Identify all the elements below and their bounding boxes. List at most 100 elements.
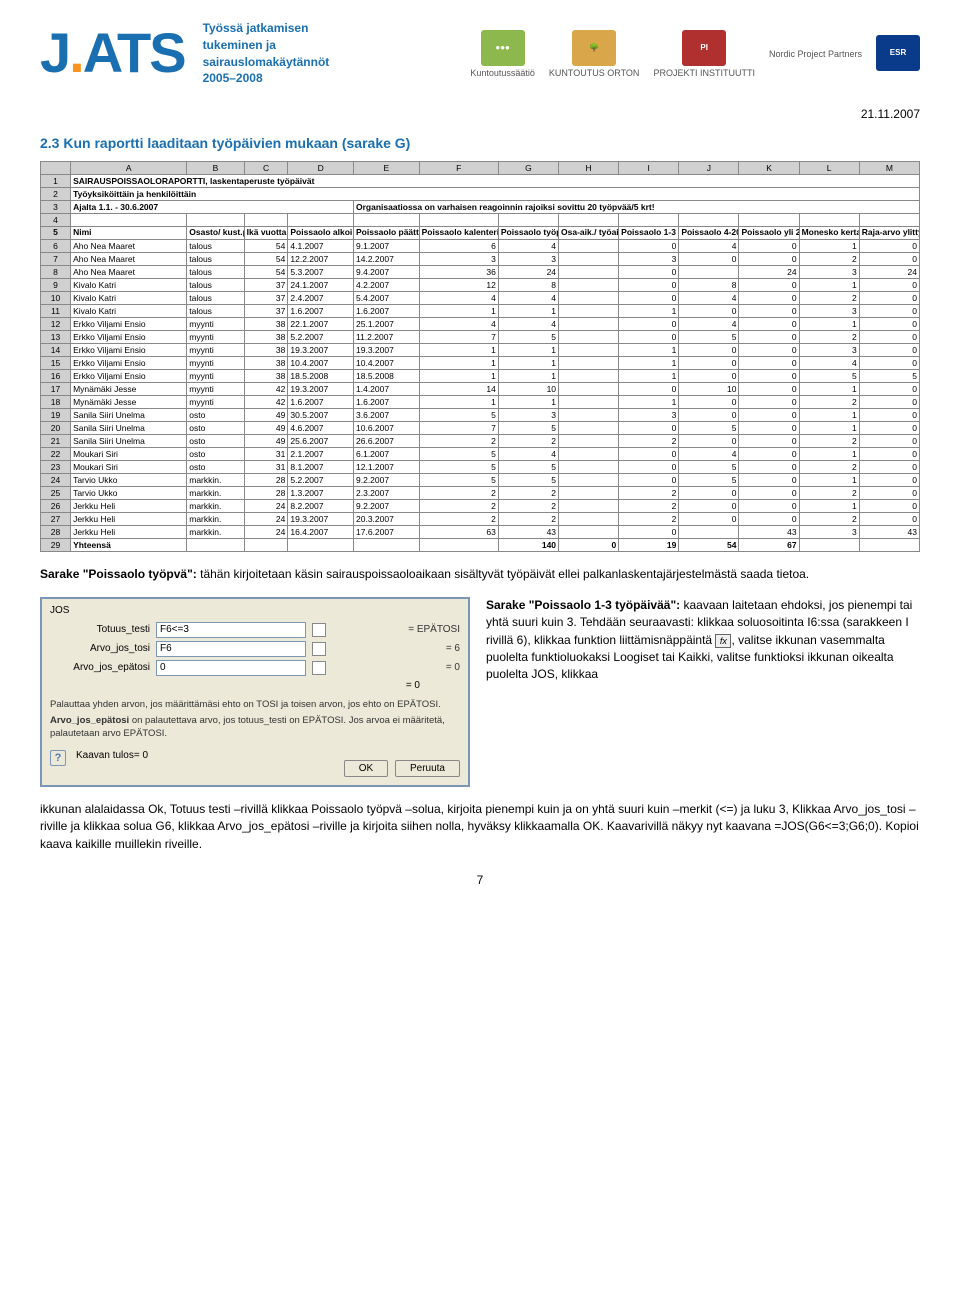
table-cell: 0 bbox=[679, 408, 739, 421]
table-cell bbox=[559, 330, 619, 343]
table-cell: 0 bbox=[859, 421, 919, 434]
table-cell: 7 bbox=[419, 330, 498, 343]
column-letter: E bbox=[354, 162, 420, 175]
cancel-button[interactable]: Peruuta bbox=[395, 760, 460, 777]
table-cell: 1 bbox=[419, 343, 498, 356]
table-cell bbox=[559, 252, 619, 265]
total-cell bbox=[419, 538, 498, 551]
table-cell: 1 bbox=[799, 317, 859, 330]
dialog-mid-result: = 0 bbox=[50, 680, 420, 691]
table-cell: 43 bbox=[859, 525, 919, 538]
row-number: 13 bbox=[41, 330, 71, 343]
table-cell bbox=[559, 304, 619, 317]
table-cell: 9.2.2007 bbox=[354, 499, 420, 512]
table-cell: 2 bbox=[799, 512, 859, 525]
table-cell: 0 bbox=[739, 408, 799, 421]
table-cell bbox=[559, 356, 619, 369]
table-cell bbox=[559, 395, 619, 408]
table-cell: 49 bbox=[244, 421, 288, 434]
column-letter: D bbox=[288, 162, 354, 175]
table-cell: 0 bbox=[619, 382, 679, 395]
table-cell: 0 bbox=[859, 434, 919, 447]
table-cell: 4 bbox=[498, 291, 558, 304]
table-cell: 5.3.2007 bbox=[288, 265, 354, 278]
table-cell: 2 bbox=[498, 499, 558, 512]
table-cell: 24 bbox=[244, 525, 288, 538]
column-header: Poissaolo yli 20 työ-päivää bbox=[739, 227, 799, 239]
table-cell: 9.2.2007 bbox=[354, 473, 420, 486]
column-header: Poissaolo kalenteripvä bbox=[419, 227, 498, 239]
table-row: 11Kivalo Katritalous371.6.20071.6.200711… bbox=[41, 304, 920, 317]
table-cell: 0 bbox=[859, 239, 919, 252]
table-cell: 14 bbox=[419, 382, 498, 395]
table-row: 23Moukari Siriosto318.1.200712.1.2007550… bbox=[41, 460, 920, 473]
table-cell: 1.6.2007 bbox=[354, 304, 420, 317]
table-cell: 3 bbox=[619, 252, 679, 265]
arvo-jos-epatosi-input[interactable] bbox=[156, 660, 306, 676]
table-cell: 1 bbox=[419, 356, 498, 369]
row-number: 9 bbox=[41, 278, 71, 291]
table-cell: 4 bbox=[679, 291, 739, 304]
partner-logo: 🌳KUNTOUTUS ORTON bbox=[549, 30, 640, 78]
subtitle-line: sairauslomakäytännöt bbox=[203, 54, 330, 71]
document-date: 21.11.2007 bbox=[40, 107, 920, 121]
table-cell: 2 bbox=[419, 434, 498, 447]
paragraph-1: Sarake "Poissaolo työpvä": tähän kirjoit… bbox=[40, 566, 920, 583]
table-cell: Erkko Viljami Ensio bbox=[71, 317, 187, 330]
table-cell: 10.4.2007 bbox=[288, 356, 354, 369]
row-number: 28 bbox=[41, 525, 71, 538]
table-cell: 0 bbox=[679, 343, 739, 356]
field-picker-icon[interactable] bbox=[312, 623, 326, 637]
table-cell: 0 bbox=[859, 356, 919, 369]
table-cell: 4 bbox=[679, 447, 739, 460]
table-cell: 0 bbox=[619, 239, 679, 252]
partner-logo: ESR bbox=[876, 35, 920, 73]
table-cell: 0 bbox=[859, 382, 919, 395]
table-row: 18Mynämäki Jessemyynti421.6.20071.6.2007… bbox=[41, 395, 920, 408]
table-cell: 1 bbox=[619, 395, 679, 408]
table-cell: 1 bbox=[799, 473, 859, 486]
arvo-jos-tosi-input[interactable] bbox=[156, 641, 306, 657]
help-icon[interactable]: ? bbox=[50, 750, 66, 766]
column-letter: I bbox=[619, 162, 679, 175]
logo-jats: J.ATS bbox=[40, 28, 185, 78]
column-header: Osa-aik./ työaika bbox=[559, 227, 619, 239]
table-cell: 1 bbox=[619, 343, 679, 356]
table-cell: 2 bbox=[799, 434, 859, 447]
table-cell: 5 bbox=[498, 421, 558, 434]
dialog-field-label: Totuus_testi bbox=[50, 624, 150, 635]
table-cell: 0 bbox=[859, 512, 919, 525]
table-cell: 0 bbox=[619, 421, 679, 434]
totuus-testi-input[interactable] bbox=[156, 622, 306, 638]
column-header: Monesko kerta bbox=[799, 227, 859, 239]
total-cell bbox=[187, 538, 244, 551]
column-header: Raja-arvo ylittyy bbox=[859, 227, 919, 239]
table-cell: 1 bbox=[498, 369, 558, 382]
table-cell: 0 bbox=[859, 447, 919, 460]
table-cell: 0 bbox=[619, 278, 679, 291]
table-cell: 1.4.2007 bbox=[354, 382, 420, 395]
spreadsheet-table: ABCDEFGHIJKLM 1SAIRAUSPOISSAOLORAPORTTI,… bbox=[40, 161, 920, 551]
table-cell: 5 bbox=[679, 330, 739, 343]
total-cell bbox=[244, 538, 288, 551]
table-cell: 0 bbox=[859, 486, 919, 499]
partner-logo: ●●●Kuntoutussäätiö bbox=[470, 30, 535, 78]
jos-dialog: JOS Totuus_testi = EPÄTOSI Arvo_jos_tosi… bbox=[40, 597, 470, 787]
table-cell: 0 bbox=[739, 421, 799, 434]
field-picker-icon[interactable] bbox=[312, 642, 326, 656]
table-cell: Sanila Siiri Unelma bbox=[71, 434, 187, 447]
table-cell: 10 bbox=[498, 382, 558, 395]
partner-logo: PIPROJEKTI INSTITUUTTI bbox=[653, 30, 755, 78]
table-cell: 6 bbox=[419, 239, 498, 252]
row-number: 12 bbox=[41, 317, 71, 330]
table-cell bbox=[559, 291, 619, 304]
table-cell: Moukari Siri bbox=[71, 460, 187, 473]
section-title: 2.3 Kun raportti laaditaan työpäivien mu… bbox=[40, 135, 920, 151]
table-cell: markkin. bbox=[187, 512, 244, 525]
ok-button[interactable]: OK bbox=[344, 760, 388, 777]
table-cell: 0 bbox=[739, 239, 799, 252]
table-cell: 37 bbox=[244, 278, 288, 291]
sheet-title: SAIRAUSPOISSAOLORAPORTTI, laskentaperust… bbox=[71, 175, 920, 188]
table-cell: 49 bbox=[244, 408, 288, 421]
field-picker-icon[interactable] bbox=[312, 661, 326, 675]
